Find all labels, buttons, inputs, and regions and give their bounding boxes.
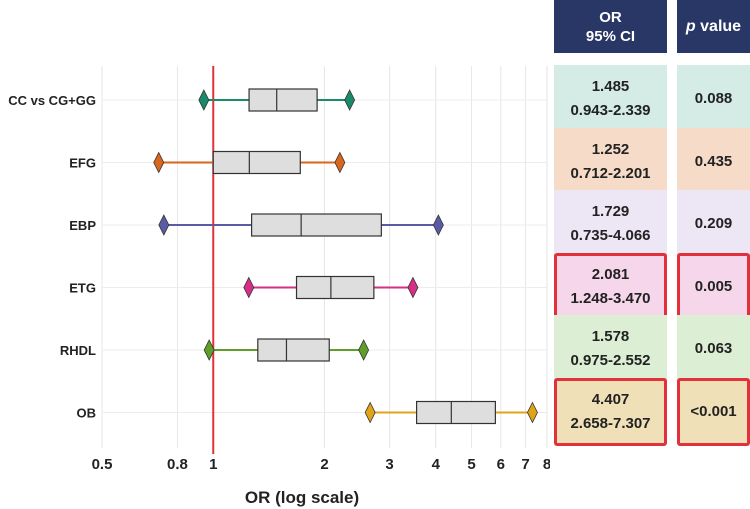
row-label: EBP	[69, 218, 96, 233]
ci-value: 2.658-7.307	[570, 414, 651, 432]
forest-row-etg: ETG	[69, 275, 419, 300]
or-value: 2.081	[591, 265, 630, 283]
box	[257, 338, 330, 362]
p-value: 0.063	[694, 340, 733, 357]
forest-row-rhdl: RHDL	[60, 338, 370, 362]
ci-lower-diamond	[243, 276, 255, 299]
ci-upper-diamond	[407, 276, 419, 299]
p-value: <0.001	[690, 402, 737, 420]
forest-row-ob: OB	[77, 400, 538, 425]
x-tick-label: 8	[543, 456, 550, 473]
ci-lower-diamond	[198, 89, 210, 111]
p-value-cell: 0.435	[677, 127, 750, 196]
p-value: 0.088	[694, 90, 733, 107]
row-label: ETG	[69, 281, 96, 296]
p-value-header: p value	[677, 0, 750, 53]
p-value-cell: 0.209	[677, 190, 750, 258]
ci-upper-diamond	[527, 401, 538, 424]
box	[248, 88, 318, 112]
p-value-cell: <0.001	[677, 377, 750, 446]
x-tick-label: 2	[320, 456, 328, 473]
p-value: 0.209	[694, 215, 733, 232]
or-header-line1: OR	[599, 8, 622, 26]
ci-value: 1.248-3.470	[570, 289, 651, 307]
ci-value: 0.975-2.552	[570, 352, 651, 369]
forest-row-efg: EFG	[69, 150, 346, 175]
ci-upper-diamond	[432, 214, 444, 236]
ci-lower-diamond	[364, 401, 376, 424]
row-label: CC vs CG+GG	[8, 93, 96, 108]
box	[212, 150, 301, 175]
or-ci-cell: 1.485 0.943-2.339	[554, 65, 667, 133]
p-header-italic: p	[685, 18, 696, 35]
p-value-cell: 0.088	[677, 65, 750, 133]
p-value-cell: 0.005	[677, 252, 750, 321]
forest-row-cc-vs-cg-gg: CC vs CG+GG	[8, 88, 356, 112]
ci-value: 0.735-4.066	[570, 227, 651, 244]
or-ci-cell: 1.252 0.712-2.201	[554, 127, 667, 196]
p-value: 0.435	[694, 152, 733, 170]
ci-value: 0.943-2.339	[570, 102, 651, 119]
or-value: 1.485	[591, 78, 630, 95]
p-value-cell: 0.063	[677, 315, 750, 383]
or-value: 4.407	[591, 390, 630, 408]
or-ci-cell: 1.729 0.735-4.066	[554, 190, 667, 258]
x-axis-label: OR (log scale)	[245, 488, 359, 507]
or-value: 1.729	[591, 203, 630, 220]
row-label: EFG	[69, 156, 96, 171]
ci-upper-diamond	[334, 151, 346, 174]
or-ci-cell: 1.578 0.975-2.552	[554, 315, 667, 383]
or-ci-cell: 2.081 1.248-3.470	[554, 252, 667, 321]
p-header-rest: value	[695, 18, 742, 35]
p-value: 0.005	[694, 277, 733, 295]
or-header-line2: 95% CI	[585, 27, 636, 45]
forest-plot: CC vs CG+GG EFG EBP ETG RHDL OB 0.5 0.8 1 2 3 4 5 6 7…	[8, 66, 550, 507]
x-tick-label: 0.5	[92, 456, 113, 473]
ci-lower-diamond	[158, 214, 170, 236]
forest-row-ebp: EBP	[69, 213, 444, 237]
forest-rows: CC vs CG+GG EFG EBP ETG RHDL OB	[8, 88, 538, 425]
or-value: 1.578	[591, 328, 630, 345]
ci-lower-diamond	[203, 339, 215, 361]
x-tick-label: 0.8	[167, 456, 188, 473]
x-axis-ticks: 0.5 0.8 1 2 3 4 5 6 7 8	[92, 456, 550, 473]
x-tick-label: 4	[432, 456, 441, 473]
ci-lower-diamond	[153, 151, 165, 174]
x-tick-label: 5	[467, 456, 475, 473]
ci-value: 0.712-2.201	[570, 164, 651, 182]
row-label: RHDL	[60, 343, 96, 358]
box	[295, 275, 375, 300]
row-label: OB	[77, 406, 97, 421]
or-value: 1.252	[591, 140, 630, 158]
ci-upper-diamond	[358, 339, 370, 361]
box	[415, 400, 496, 425]
x-tick-label: 7	[521, 456, 529, 473]
x-tick-label: 3	[385, 456, 393, 473]
or-ci-cell: 4.407 2.658-7.307	[554, 377, 667, 446]
box	[251, 213, 382, 237]
grid	[101, 66, 548, 448]
ci-upper-diamond	[344, 89, 356, 111]
x-tick-label: 6	[497, 456, 505, 473]
or-ci-header: OR 95% CI	[554, 0, 667, 53]
x-tick-label: 1	[209, 456, 217, 473]
